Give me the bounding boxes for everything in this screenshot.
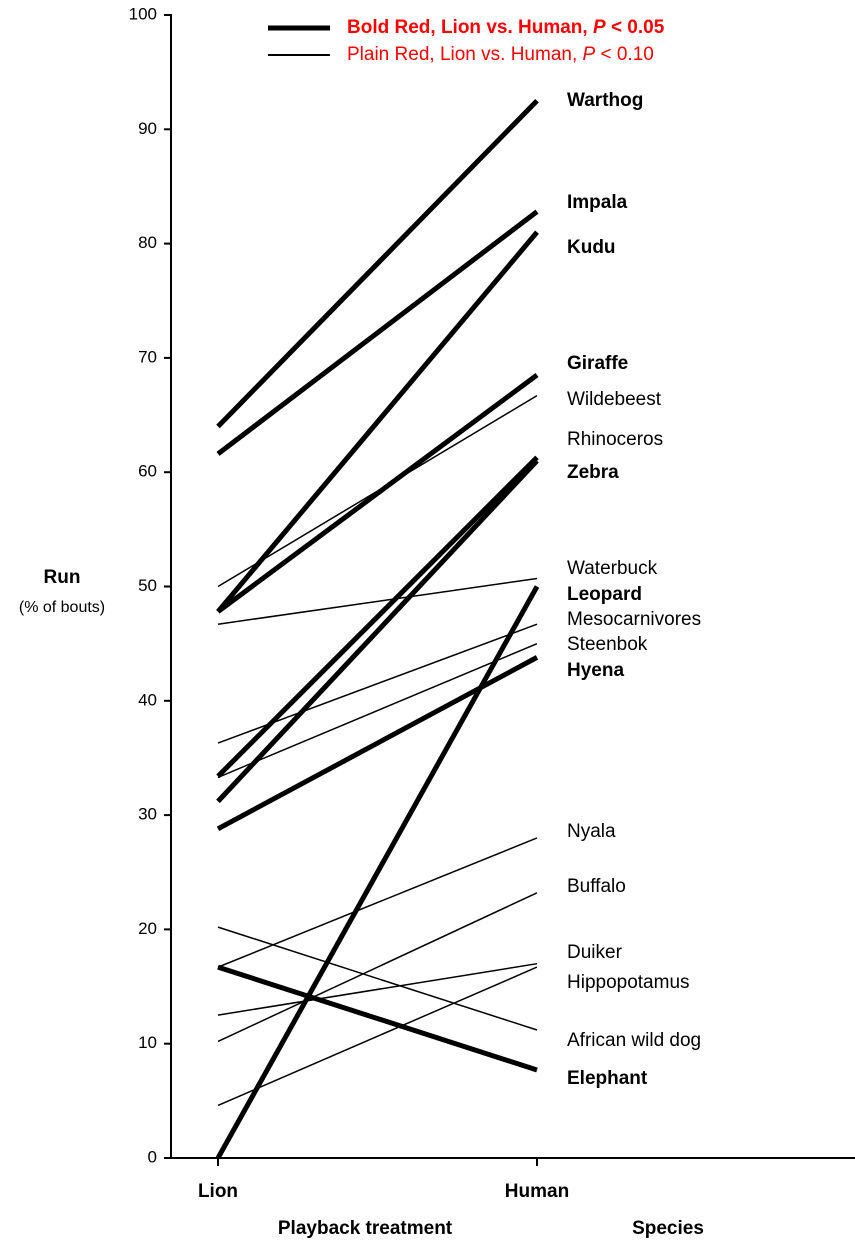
- slope-line: [218, 838, 537, 967]
- y-tick-label: 100: [129, 4, 157, 23]
- species-label: Elephant: [567, 1068, 648, 1089]
- legend-label: Plain Red, Lion vs. Human, P < 0.10: [347, 44, 654, 65]
- slope-line: [218, 101, 537, 427]
- legend-text: < 0.05: [611, 17, 665, 38]
- slope-line: [218, 587, 537, 1159]
- species-label: Rhinoceros: [567, 429, 663, 450]
- species-label: Wildebeest: [567, 389, 662, 410]
- y-tick-label: 60: [138, 462, 157, 481]
- slope-line: [218, 232, 537, 611]
- y-tick-label: 80: [138, 233, 157, 252]
- species-label: Buffalo: [567, 876, 626, 897]
- species-label: Impala: [567, 192, 628, 213]
- x-label: Playback treatment: [278, 1218, 453, 1239]
- y-tick-label: 70: [138, 347, 157, 366]
- species-label: Zebra: [567, 462, 619, 483]
- legend-text: < 0.10: [600, 44, 653, 65]
- x-tick-label: Lion: [198, 1181, 238, 1202]
- species-label: Giraffe: [567, 353, 628, 374]
- slope-line: [218, 927, 537, 1030]
- slope-line: [218, 644, 537, 778]
- species-label: Leopard: [567, 584, 642, 605]
- y-tick-label: 20: [138, 919, 157, 938]
- y-tick-label: 40: [138, 690, 157, 709]
- species-label: Warthog: [567, 90, 643, 111]
- species-label: Mesocarnivores: [567, 609, 701, 630]
- species-label: Nyala: [567, 821, 616, 842]
- legend-p: P: [593, 17, 606, 38]
- species-label: Waterbuck: [567, 558, 658, 579]
- legend-text: Plain Red, Lion vs. Human,: [347, 44, 577, 65]
- species-title: Species: [632, 1218, 704, 1239]
- x-tick-label: Human: [505, 1181, 569, 1202]
- y-label: Run: [44, 567, 81, 588]
- species-label: Duiker: [567, 942, 623, 963]
- y-sublabel: (% of bouts): [19, 599, 105, 616]
- slope-line: [218, 375, 537, 612]
- y-tick-label: 50: [138, 576, 157, 595]
- legend-text: Bold Red, Lion vs. Human,: [347, 17, 588, 38]
- y-tick-label: 0: [148, 1147, 157, 1166]
- chart: Run (% of bouts) Playback treatment Spec…: [0, 0, 855, 1242]
- legend-label: Bold Red, Lion vs. Human, P < 0.05: [347, 17, 665, 38]
- species-label: Hyena: [567, 660, 624, 681]
- species-label: African wild dog: [567, 1030, 701, 1051]
- legend-p: P: [583, 44, 596, 65]
- slope-line: [218, 461, 537, 802]
- y-tick-label: 30: [138, 805, 157, 824]
- species-label: Kudu: [567, 237, 616, 258]
- species-label: Hippopotamus: [567, 972, 690, 993]
- species-label: Steenbok: [567, 634, 648, 655]
- slope-line: [218, 212, 537, 454]
- slope-line: [218, 964, 537, 1015]
- slope-line: [218, 967, 537, 1105]
- y-tick-label: 10: [138, 1033, 157, 1052]
- y-tick-label: 90: [138, 119, 157, 138]
